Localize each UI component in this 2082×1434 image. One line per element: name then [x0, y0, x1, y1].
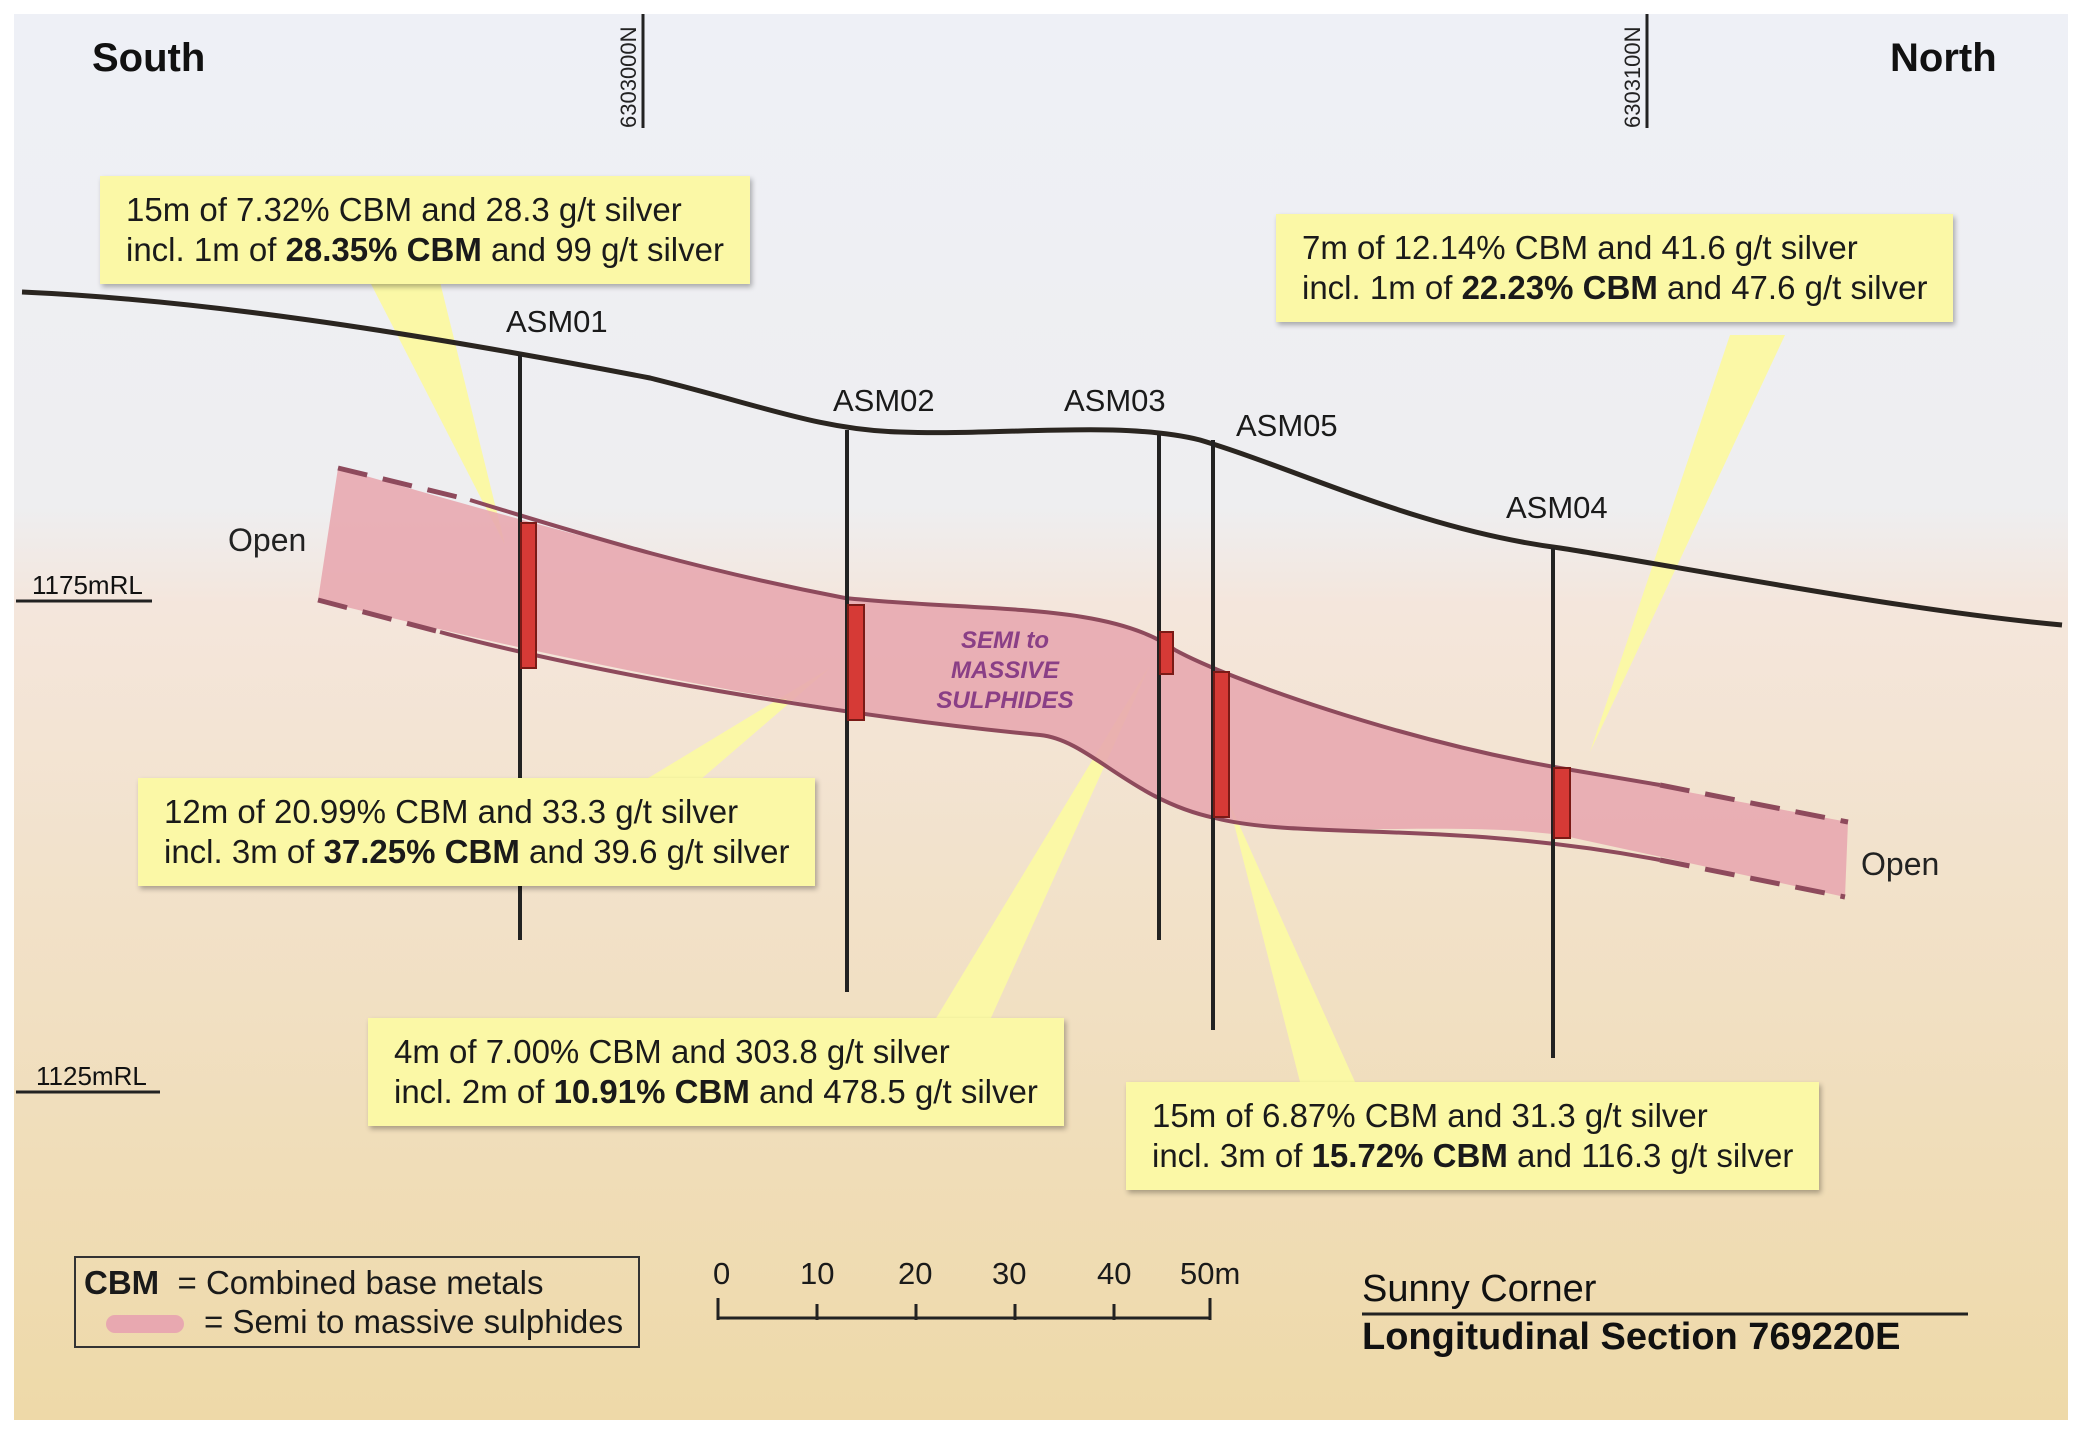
callout-asm01: 15m of 7.32% CBM and 28.3 g/t silver inc…	[100, 176, 750, 284]
callout-line-1: 12m of 20.99% CBM and 33.3 g/t silver	[164, 793, 739, 830]
legend-row-cbm: CBM = Combined base metals	[84, 1264, 543, 1302]
sulphide-bottom-edge	[439, 630, 1661, 862]
legend-cbm-abbr: CBM	[84, 1264, 160, 1301]
scale-label-30: 30	[992, 1256, 1027, 1291]
callout-highlight: 22.23% CBM	[1461, 269, 1658, 306]
south-label: South	[92, 36, 206, 80]
scale-label-0: 0	[713, 1256, 731, 1291]
intercept-asm01	[520, 522, 537, 669]
callout-asm02: 12m of 20.99% CBM and 33.3 g/t silver in…	[138, 778, 816, 886]
open-label-north: Open	[1861, 846, 1940, 882]
callout-line-2: incl. 1m of 28.35% CBM and 99 g/t silver	[126, 231, 724, 268]
callout-asm03: 4m of 7.00% CBM and 303.8 g/t silver inc…	[368, 1018, 1064, 1126]
callout-line-1: 7m of 12.14% CBM and 41.6 g/t silver	[1302, 229, 1858, 266]
grid-label-6303100n: 6303100N	[1620, 26, 1645, 128]
callout-highlight: 10.91% CBM	[553, 1073, 750, 1110]
callout-pointer-asm04	[1590, 335, 1785, 752]
zone-label-line-3: SULPHIDES	[936, 687, 1074, 714]
hole-label-asm03: ASM03	[1064, 383, 1166, 418]
topographic-surface	[21, 289, 2063, 628]
zone-label-line-1: SEMI to	[961, 627, 1049, 654]
grid-label-6303000n: 6303000N	[616, 26, 641, 128]
callout-asm05: 15m of 6.87% CBM and 31.3 g/t silver inc…	[1126, 1082, 1820, 1190]
rl-label-1125: 1125mRL	[36, 1061, 147, 1091]
callout-pointer-asm05	[1228, 800, 1355, 1082]
callout-asm04: 7m of 12.14% CBM and 41.6 g/t silver inc…	[1276, 214, 1954, 322]
sulphide-bottom-open-right	[1659, 857, 1846, 900]
callout-highlight: 37.25% CBM	[323, 833, 520, 870]
callout-line-2: incl. 2m of 10.91% CBM and 478.5 g/t sil…	[394, 1073, 1038, 1110]
scale-label-20: 20	[898, 1256, 933, 1291]
title-line-2: Longitudinal Section 769220E	[1362, 1316, 1901, 1358]
callout-line-2: incl. 1m of 22.23% CBM and 47.6 g/t silv…	[1302, 269, 1928, 306]
hole-label-asm01: ASM01	[506, 304, 608, 339]
callout-line-1: 15m of 7.32% CBM and 28.3 g/t silver	[126, 191, 682, 228]
callout-line-2: incl. 3m of 15.72% CBM and 116.3 g/t sil…	[1152, 1137, 1794, 1174]
legend-row-sulphides: = Semi to massive sulphides	[84, 1303, 623, 1341]
north-label: North	[1890, 36, 1997, 80]
intercept-asm03	[1159, 631, 1174, 675]
callout-highlight: 28.35% CBM	[285, 231, 482, 268]
hole-label-asm05: ASM05	[1236, 408, 1338, 443]
sulphide-top-open-right	[1659, 782, 1849, 825]
scale-label-50m: 50m	[1180, 1256, 1241, 1291]
zone-label-line-2: MASSIVE	[950, 657, 1060, 684]
sulphide-zone-label: SEMI to MASSIVE SULPHIDES	[910, 626, 1100, 716]
title-line-1: Sunny Corner	[1362, 1268, 1597, 1310]
hole-label-asm04: ASM04	[1506, 490, 1608, 525]
callout-highlight: 15.72% CBM	[1311, 1137, 1508, 1174]
intercept-asm04	[1553, 767, 1571, 839]
scale-label-10: 10	[800, 1256, 835, 1291]
callout-pointer-asm01	[370, 282, 505, 545]
scale-label-40: 40	[1097, 1256, 1132, 1291]
legend-cbm-text: = Combined base metals	[177, 1264, 544, 1301]
legend: CBM = Combined base metals = Semi to mas…	[74, 1256, 640, 1348]
callout-line-1: 15m of 6.87% CBM and 31.3 g/t silver	[1152, 1097, 1708, 1134]
sulphide-swatch	[106, 1315, 184, 1334]
sulphide-bottom-open-left	[317, 597, 441, 635]
open-label-south: Open	[228, 522, 307, 558]
sulphide-body	[318, 468, 1848, 897]
legend-sulphide-text: = Semi to massive sulphides	[204, 1303, 624, 1340]
intercept-asm02	[847, 604, 865, 721]
sulphide-top-open-left	[337, 465, 471, 503]
hole-label-asm02: ASM02	[833, 383, 935, 418]
callout-line-1: 4m of 7.00% CBM and 303.8 g/t silver	[394, 1033, 950, 1070]
sulphide-top-edge	[469, 498, 1661, 787]
intercept-asm05	[1213, 671, 1230, 818]
scale-bar	[716, 1298, 1212, 1320]
callout-line-2: incl. 3m of 37.25% CBM and 39.6 g/t silv…	[164, 833, 790, 870]
rl-label-1175: 1175mRL	[32, 570, 143, 600]
